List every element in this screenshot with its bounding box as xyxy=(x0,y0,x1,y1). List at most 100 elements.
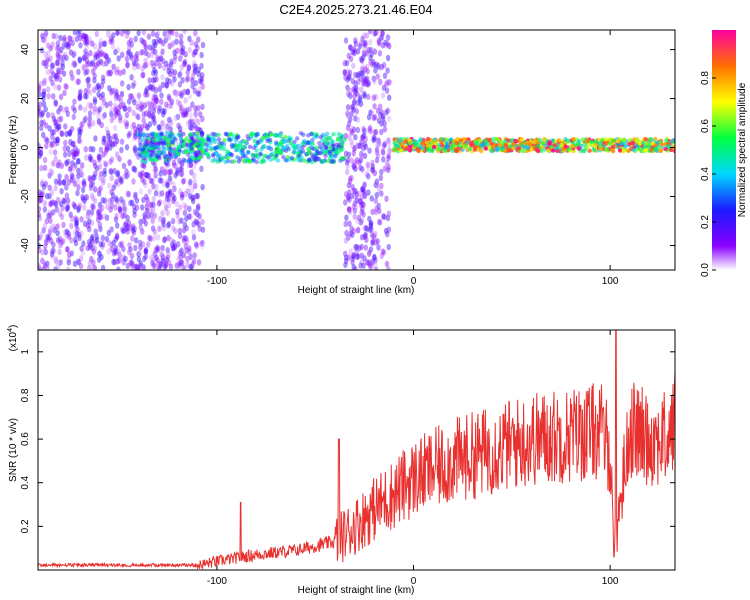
heatmap-cell xyxy=(368,59,373,66)
heatmap-cell xyxy=(93,54,98,61)
heatmap-cell xyxy=(200,226,206,233)
heatmap-cell xyxy=(278,133,283,138)
heatmap-cell xyxy=(143,171,149,179)
heatmap-cell xyxy=(133,35,138,43)
heatmap-cell xyxy=(154,75,159,83)
heatmap-cell xyxy=(39,47,45,54)
heatmap-cell xyxy=(38,192,42,200)
heatmap-cell xyxy=(110,87,115,95)
heatmap-cell xyxy=(97,205,103,213)
heatmap-cell xyxy=(128,37,133,44)
heatmap-cell xyxy=(240,148,245,153)
heatmap-cell xyxy=(621,137,627,142)
heatmap-cell xyxy=(186,159,192,164)
heatmap-cell xyxy=(254,148,259,153)
heatmap-cell xyxy=(357,197,362,205)
heatmap-cell xyxy=(374,178,380,185)
heatmap-cell xyxy=(383,42,388,49)
heatmap-cell xyxy=(59,239,64,246)
heatmap-cell xyxy=(133,60,138,67)
heatmap-cell xyxy=(363,232,368,239)
heatmap-cell xyxy=(113,181,118,189)
heatmap-cell xyxy=(134,204,140,211)
heatmap-cell xyxy=(192,63,197,70)
heatmap-cell xyxy=(360,201,365,208)
heatmap-cell xyxy=(182,221,187,228)
heatmap-cell xyxy=(183,50,188,58)
heatmap-cell xyxy=(71,113,77,121)
snr-panel: -100 0 100 0.20.40.60.81 Height of straigh… xyxy=(7,325,676,596)
heatmap-cell xyxy=(187,248,192,255)
heatmap-cell xyxy=(107,197,112,205)
heatmap-cell xyxy=(86,39,92,46)
heatmap-cell xyxy=(64,106,69,113)
heatmap-cell xyxy=(43,180,48,188)
heatmap-cell xyxy=(384,87,390,94)
heatmap-cell xyxy=(126,132,131,139)
heatmap-cell xyxy=(41,91,46,98)
snr-x-ticks: -100 0 100 xyxy=(207,330,619,587)
y-tick-label: 40 xyxy=(20,44,31,56)
heatmap-cell xyxy=(362,92,367,100)
heatmap-cell xyxy=(77,93,82,101)
heatmap-cell xyxy=(85,68,90,75)
heatmap-cell xyxy=(363,42,368,49)
heatmap-cell xyxy=(52,149,58,156)
heatmap-cell xyxy=(47,228,53,235)
heatmap-cell xyxy=(81,240,86,247)
heatmap-cell xyxy=(343,150,349,157)
heatmap-cell xyxy=(183,243,188,250)
heatmap-cell xyxy=(55,50,61,58)
heatmap-cell xyxy=(352,207,357,214)
heatmap-cell xyxy=(182,202,187,209)
heatmap-cell xyxy=(121,259,126,266)
heatmap-cell xyxy=(171,181,176,188)
heatmap-cell xyxy=(172,89,177,96)
heatmap-cell xyxy=(374,181,380,188)
heatmap-cell xyxy=(235,143,240,149)
heatmap-cell xyxy=(89,255,94,263)
heatmap-cell xyxy=(331,132,336,137)
heatmap-cell xyxy=(381,156,386,163)
heatmap-cell xyxy=(192,48,198,56)
heatmap-cell xyxy=(261,159,267,164)
heatmap-cell xyxy=(59,46,64,53)
heatmap-cell xyxy=(153,190,159,197)
heatmap-cell xyxy=(472,147,478,152)
heatmap-cell xyxy=(643,141,648,146)
heatmap-cell xyxy=(138,239,143,247)
heatmap-cell xyxy=(192,156,197,161)
heatmap-cell xyxy=(368,128,373,135)
heatmap-cell xyxy=(158,170,163,177)
heatmap-cell xyxy=(173,172,178,179)
heatmap-cell xyxy=(347,196,352,203)
heatmap-cell xyxy=(192,59,197,67)
heatmap-cell xyxy=(259,147,264,152)
heatmap-cell xyxy=(190,73,195,81)
heatmap-cell xyxy=(348,92,353,100)
heatmap-cell xyxy=(168,30,173,36)
heatmap-cell xyxy=(382,126,388,133)
heatmap-cell xyxy=(38,149,44,157)
heatmap-cell xyxy=(91,264,96,270)
heatmap-cell xyxy=(162,146,167,152)
heatmap-cell xyxy=(154,138,160,143)
heatmap-cell xyxy=(157,225,162,232)
heatmap-cell xyxy=(297,147,302,152)
heatmap-cell xyxy=(196,118,201,126)
heatmap-cell xyxy=(75,230,80,238)
heatmap-cell xyxy=(80,162,85,169)
heatmap-cell xyxy=(138,127,144,134)
heatmap-cell xyxy=(373,266,379,270)
heatmap-cell xyxy=(359,150,364,158)
heatmap-cell xyxy=(54,33,59,40)
heatmap-cell xyxy=(171,197,176,205)
heatmap-cell xyxy=(38,205,42,213)
heatmap-cell xyxy=(343,220,348,228)
heatmap-cell xyxy=(79,121,84,128)
heatmap-cell xyxy=(55,136,60,144)
heatmap-cell xyxy=(193,209,198,216)
heatmap-cell xyxy=(346,182,352,189)
heatmap-cell xyxy=(213,157,218,162)
heatmap-cell xyxy=(119,138,125,145)
